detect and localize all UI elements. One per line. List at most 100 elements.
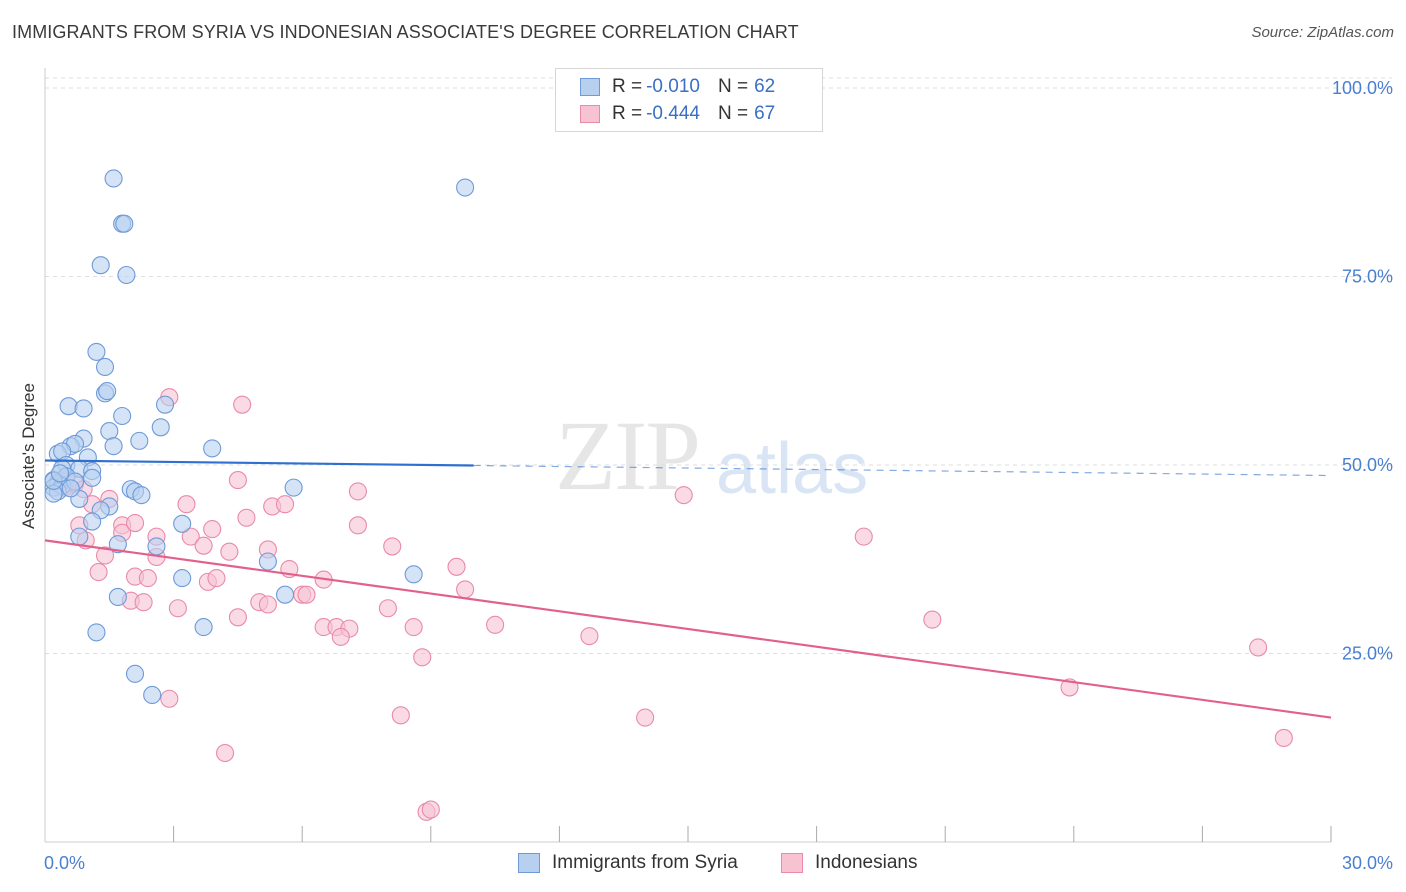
syria-point [404, 565, 423, 584]
indonesian-point [220, 542, 239, 561]
syria-point [98, 382, 117, 401]
indonesian-point [138, 569, 157, 588]
indonesian-point [207, 569, 226, 588]
indonesian-point [160, 689, 179, 708]
indonesian-point [348, 516, 367, 535]
source-label: Source: ZipAtlas.com [1251, 24, 1394, 41]
syria-point [108, 587, 127, 607]
indonesian-point [413, 648, 432, 667]
syria-point [155, 395, 175, 414]
indonesian-point [276, 495, 295, 514]
syria-point [276, 585, 295, 604]
syria-point [50, 464, 70, 483]
syria-point [74, 399, 93, 418]
x-tick-label: 30.0% [1342, 853, 1393, 873]
y-axis-label: Associate's Degree [19, 383, 38, 529]
indonesian-point [237, 508, 256, 527]
series-legend: Immigrants from Syria Indonesians [0, 852, 1406, 876]
indonesian-point [258, 595, 277, 614]
indonesian-point [636, 708, 655, 727]
legend-swatch-blue [580, 78, 600, 96]
indonesian-point [168, 599, 187, 618]
syria-point [87, 623, 106, 642]
syria-point [100, 422, 119, 441]
legend-r-label: R = [612, 76, 643, 97]
syria-point [132, 486, 151, 505]
syria-point [173, 569, 192, 588]
syria-point [104, 437, 123, 456]
indonesian-point [181, 527, 200, 546]
indonesian-point [674, 486, 693, 505]
syria-point [108, 535, 127, 554]
indonesian-point [297, 585, 316, 604]
legend-item-syria: Immigrants from Syria [518, 852, 738, 874]
syria-point [130, 431, 149, 450]
legend-row-indonesians: R = -0.444 N = 67 [580, 102, 775, 126]
indonesian-point [580, 627, 599, 646]
indonesian-point [486, 615, 505, 634]
syria-point [203, 439, 222, 458]
syria-point [284, 478, 303, 497]
legend-row-syria: R = -0.010 N = 62 [580, 75, 775, 99]
indonesian-point [854, 527, 873, 546]
syria-point [87, 342, 106, 361]
legend-n-label: N = [717, 103, 749, 124]
legend-label-indonesians: Indonesians [815, 852, 918, 873]
indonesian-point [1274, 728, 1293, 747]
legend-swatch-pink [781, 853, 803, 873]
legend-swatch-blue [518, 853, 540, 873]
indonesian-trend-line [44, 539, 1332, 719]
syria-trend-line [44, 459, 474, 467]
syria-trend-extension [473, 464, 1332, 477]
indonesian-point [391, 706, 410, 725]
syria-point [113, 406, 132, 426]
syria-point [173, 514, 192, 533]
syria-point [61, 479, 80, 498]
indonesian-point [404, 618, 423, 637]
indonesian-point [228, 608, 247, 627]
legend-label-syria: Immigrants from Syria [552, 852, 738, 873]
legend-n-value: 67 [754, 103, 776, 124]
legend-n-label: N = [717, 76, 749, 97]
syria-point [147, 537, 166, 556]
indonesian-point [378, 599, 397, 618]
syria-point [104, 169, 123, 188]
syria-point [59, 397, 78, 416]
legend-r-value: -0.444 [646, 103, 700, 124]
indonesian-point [421, 800, 440, 819]
indonesian-point [456, 580, 475, 599]
legend-r-value: -0.010 [646, 76, 700, 97]
syria-point [194, 618, 213, 637]
syria-point [258, 552, 277, 571]
x-tick-label: 0.0% [44, 853, 85, 873]
syria-point [115, 214, 134, 233]
legend-n-value: 62 [754, 76, 776, 97]
indonesian-point [923, 610, 942, 629]
y-tick-label: 75.0% [1342, 267, 1393, 287]
indonesian-point [228, 471, 247, 490]
indonesian-point [125, 514, 145, 533]
syria-point [143, 685, 162, 705]
syria-point [151, 418, 170, 437]
syria-point [117, 265, 136, 285]
syria-point [91, 256, 110, 275]
indonesian-point [203, 520, 222, 539]
indonesian-point [447, 557, 466, 576]
indonesian-point [348, 482, 367, 501]
syria-point [70, 527, 89, 546]
chart-title: IMMIGRANTS FROM SYRIA VS INDONESIAN ASSO… [12, 22, 799, 42]
indonesian-point [215, 743, 235, 763]
y-tick-label: 50.0% [1342, 455, 1393, 475]
syria-point [83, 512, 102, 531]
indonesian-point [194, 536, 213, 555]
syria-point [125, 664, 145, 683]
syria-point [456, 178, 475, 197]
syria-point [83, 468, 102, 487]
legend-r-label: R = [612, 103, 643, 124]
indonesian-point [89, 563, 108, 582]
indonesian-point [383, 537, 402, 556]
indonesian-point [177, 495, 196, 514]
correlation-legend: R = -0.010 N = 62 R = -0.444 N = 67 [555, 68, 823, 132]
syria-point [95, 357, 115, 377]
